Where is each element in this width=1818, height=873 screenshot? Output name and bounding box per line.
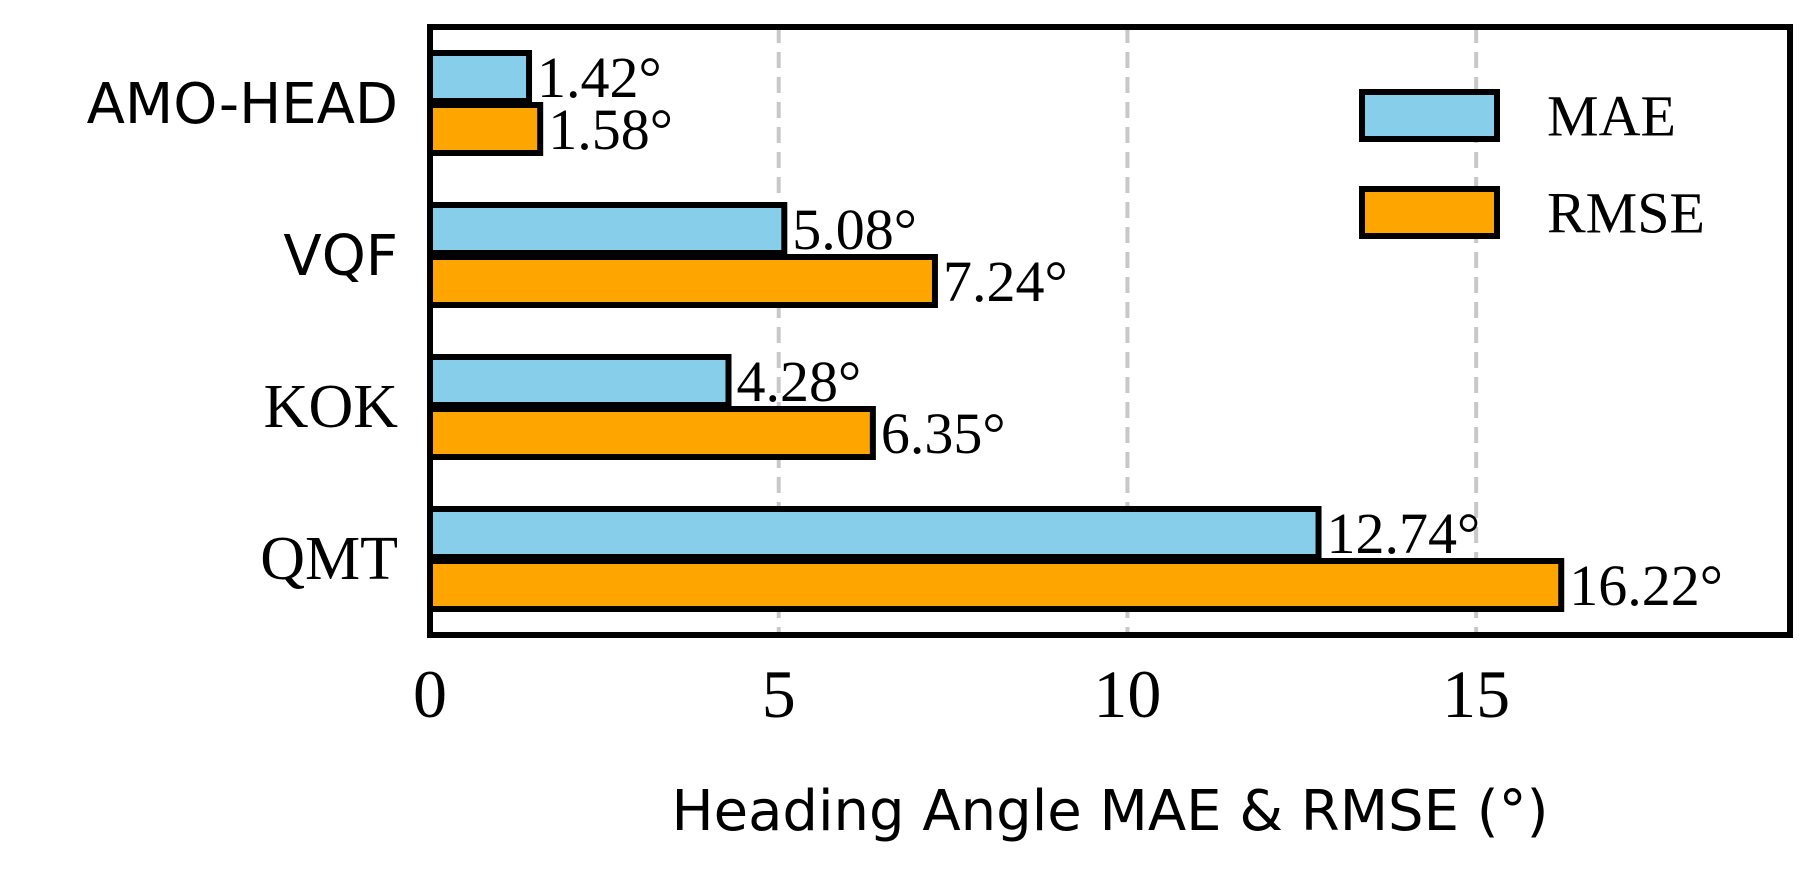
bars bbox=[427, 50, 1565, 612]
data-label-mae-kok: 4.28° bbox=[737, 349, 862, 414]
bar-mae-kok bbox=[427, 354, 732, 408]
x-tick-label-10: 10 bbox=[1093, 656, 1161, 732]
legend-label-mae: MAE bbox=[1547, 84, 1676, 149]
plot-frame bbox=[427, 24, 1793, 638]
bar-rmse-kok bbox=[427, 406, 876, 460]
bar-rmse-amo-head bbox=[427, 102, 544, 156]
bar-rmse-qmt bbox=[427, 558, 1565, 612]
data-label-rmse-vqf: 7.24° bbox=[943, 249, 1068, 314]
data-label-mae-amo-head: 1.42° bbox=[537, 45, 662, 110]
data-labels: 1.42°1.58° 5.08° 7.24° 4.28° 6.35° 12.74° 16.2… bbox=[537, 45, 1723, 618]
data-label-mae-vqf: 5.08° bbox=[792, 197, 917, 262]
data-label-rmse-qmt: 16.22° bbox=[1569, 553, 1723, 618]
category-label-vqf: VQF bbox=[283, 224, 398, 289]
category-label-qmt: QMT bbox=[260, 525, 398, 593]
data-label-mae-qmt: 12.74° bbox=[1327, 501, 1481, 566]
x-tick-label-0: 0 bbox=[413, 656, 447, 732]
x-axis-title: Heading Angle MAE & RMSE (°) bbox=[672, 779, 1549, 844]
x-tick-label-15: 15 bbox=[1442, 656, 1510, 732]
category-label-amo-head: AMO-HEAD bbox=[87, 72, 398, 137]
category-label-kok: KOK bbox=[264, 373, 399, 441]
data-label-rmse-kok: 6.35° bbox=[881, 401, 1006, 466]
legend-label-rmse: RMSE bbox=[1547, 181, 1705, 246]
bar-rmse-vqf bbox=[427, 254, 938, 308]
legend: MAE RMSE bbox=[1359, 84, 1705, 246]
bar-mae-qmt bbox=[427, 506, 1322, 560]
legend-swatch-mae bbox=[1359, 89, 1500, 142]
data-label-rmse-amo-head: 1.58° bbox=[548, 97, 673, 162]
x-tick-label-5: 5 bbox=[762, 656, 796, 732]
bar-mae-vqf bbox=[427, 202, 788, 256]
legend-swatch-rmse bbox=[1359, 186, 1500, 239]
bar-mae-amo-head bbox=[427, 50, 533, 104]
